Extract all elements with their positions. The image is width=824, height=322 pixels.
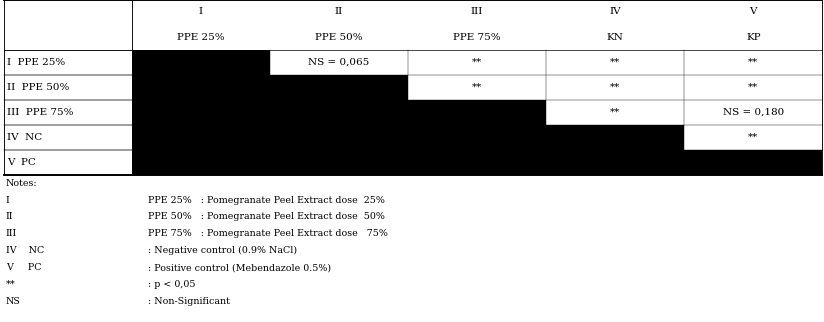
Text: III  PPE 75%: III PPE 75% <box>7 108 74 117</box>
Bar <box>270 150 408 175</box>
Text: : Non-Significant: : Non-Significant <box>148 297 230 306</box>
Text: V     PC: V PC <box>6 263 41 272</box>
Bar <box>408 75 546 100</box>
Bar <box>684 50 822 75</box>
Bar <box>408 100 546 125</box>
Bar <box>270 50 408 75</box>
Text: **: ** <box>6 280 16 289</box>
Text: KP: KP <box>746 33 761 42</box>
Bar <box>132 75 270 100</box>
Bar <box>132 150 270 175</box>
Text: V: V <box>750 7 757 16</box>
Text: PPE 25%   : Pomegranate Peel Extract dose  25%: PPE 25% : Pomegranate Peel Extract dose … <box>148 195 385 204</box>
Bar <box>684 75 822 100</box>
Text: **: ** <box>472 83 482 92</box>
Text: : p < 0,05: : p < 0,05 <box>148 280 196 289</box>
Bar <box>132 100 270 125</box>
Bar <box>684 150 822 175</box>
Text: NS = 0,065: NS = 0,065 <box>308 58 370 67</box>
Bar <box>408 150 546 175</box>
Bar <box>546 125 684 150</box>
Text: II: II <box>6 213 13 222</box>
Text: I: I <box>6 195 10 204</box>
Text: **: ** <box>472 58 482 67</box>
Text: III: III <box>6 229 17 238</box>
Text: PPE 75%: PPE 75% <box>453 33 501 42</box>
Text: KN: KN <box>606 33 624 42</box>
Text: PPE 75%   : Pomegranate Peel Extract dose   75%: PPE 75% : Pomegranate Peel Extract dose … <box>148 229 388 238</box>
Bar <box>270 100 408 125</box>
Bar <box>546 150 684 175</box>
Text: **: ** <box>748 58 758 67</box>
Text: II: II <box>335 7 343 16</box>
Text: NS = 0,180: NS = 0,180 <box>723 108 784 117</box>
Bar <box>408 125 546 150</box>
Bar <box>132 125 270 150</box>
Bar <box>546 50 684 75</box>
Text: **: ** <box>748 83 758 92</box>
Text: IV    NC: IV NC <box>6 246 44 255</box>
Bar <box>546 75 684 100</box>
Text: **: ** <box>748 133 758 142</box>
Bar <box>408 50 546 75</box>
Text: NS: NS <box>6 297 21 306</box>
Text: **: ** <box>610 58 620 67</box>
Bar <box>684 100 822 125</box>
Bar <box>684 125 822 150</box>
Text: PPE 50%   : Pomegranate Peel Extract dose  50%: PPE 50% : Pomegranate Peel Extract dose … <box>148 213 385 222</box>
Bar <box>270 125 408 150</box>
Text: : Positive control (Mebendazole 0.5%): : Positive control (Mebendazole 0.5%) <box>148 263 331 272</box>
Bar <box>546 100 684 125</box>
Text: **: ** <box>610 108 620 117</box>
Text: I: I <box>199 7 203 16</box>
Text: : Negative control (0.9% NaCl): : Negative control (0.9% NaCl) <box>148 246 297 255</box>
Text: II  PPE 50%: II PPE 50% <box>7 83 70 92</box>
Text: IV  NC: IV NC <box>7 133 43 142</box>
Text: PPE 50%: PPE 50% <box>316 33 363 42</box>
Bar <box>270 75 408 100</box>
Text: V  PC: V PC <box>7 158 36 167</box>
Text: Notes:: Notes: <box>6 179 37 188</box>
Text: PPE 25%: PPE 25% <box>177 33 225 42</box>
Text: I  PPE 25%: I PPE 25% <box>7 58 66 67</box>
Bar <box>132 50 270 75</box>
Text: IV: IV <box>610 7 621 16</box>
Text: **: ** <box>610 83 620 92</box>
Text: III: III <box>471 7 484 16</box>
